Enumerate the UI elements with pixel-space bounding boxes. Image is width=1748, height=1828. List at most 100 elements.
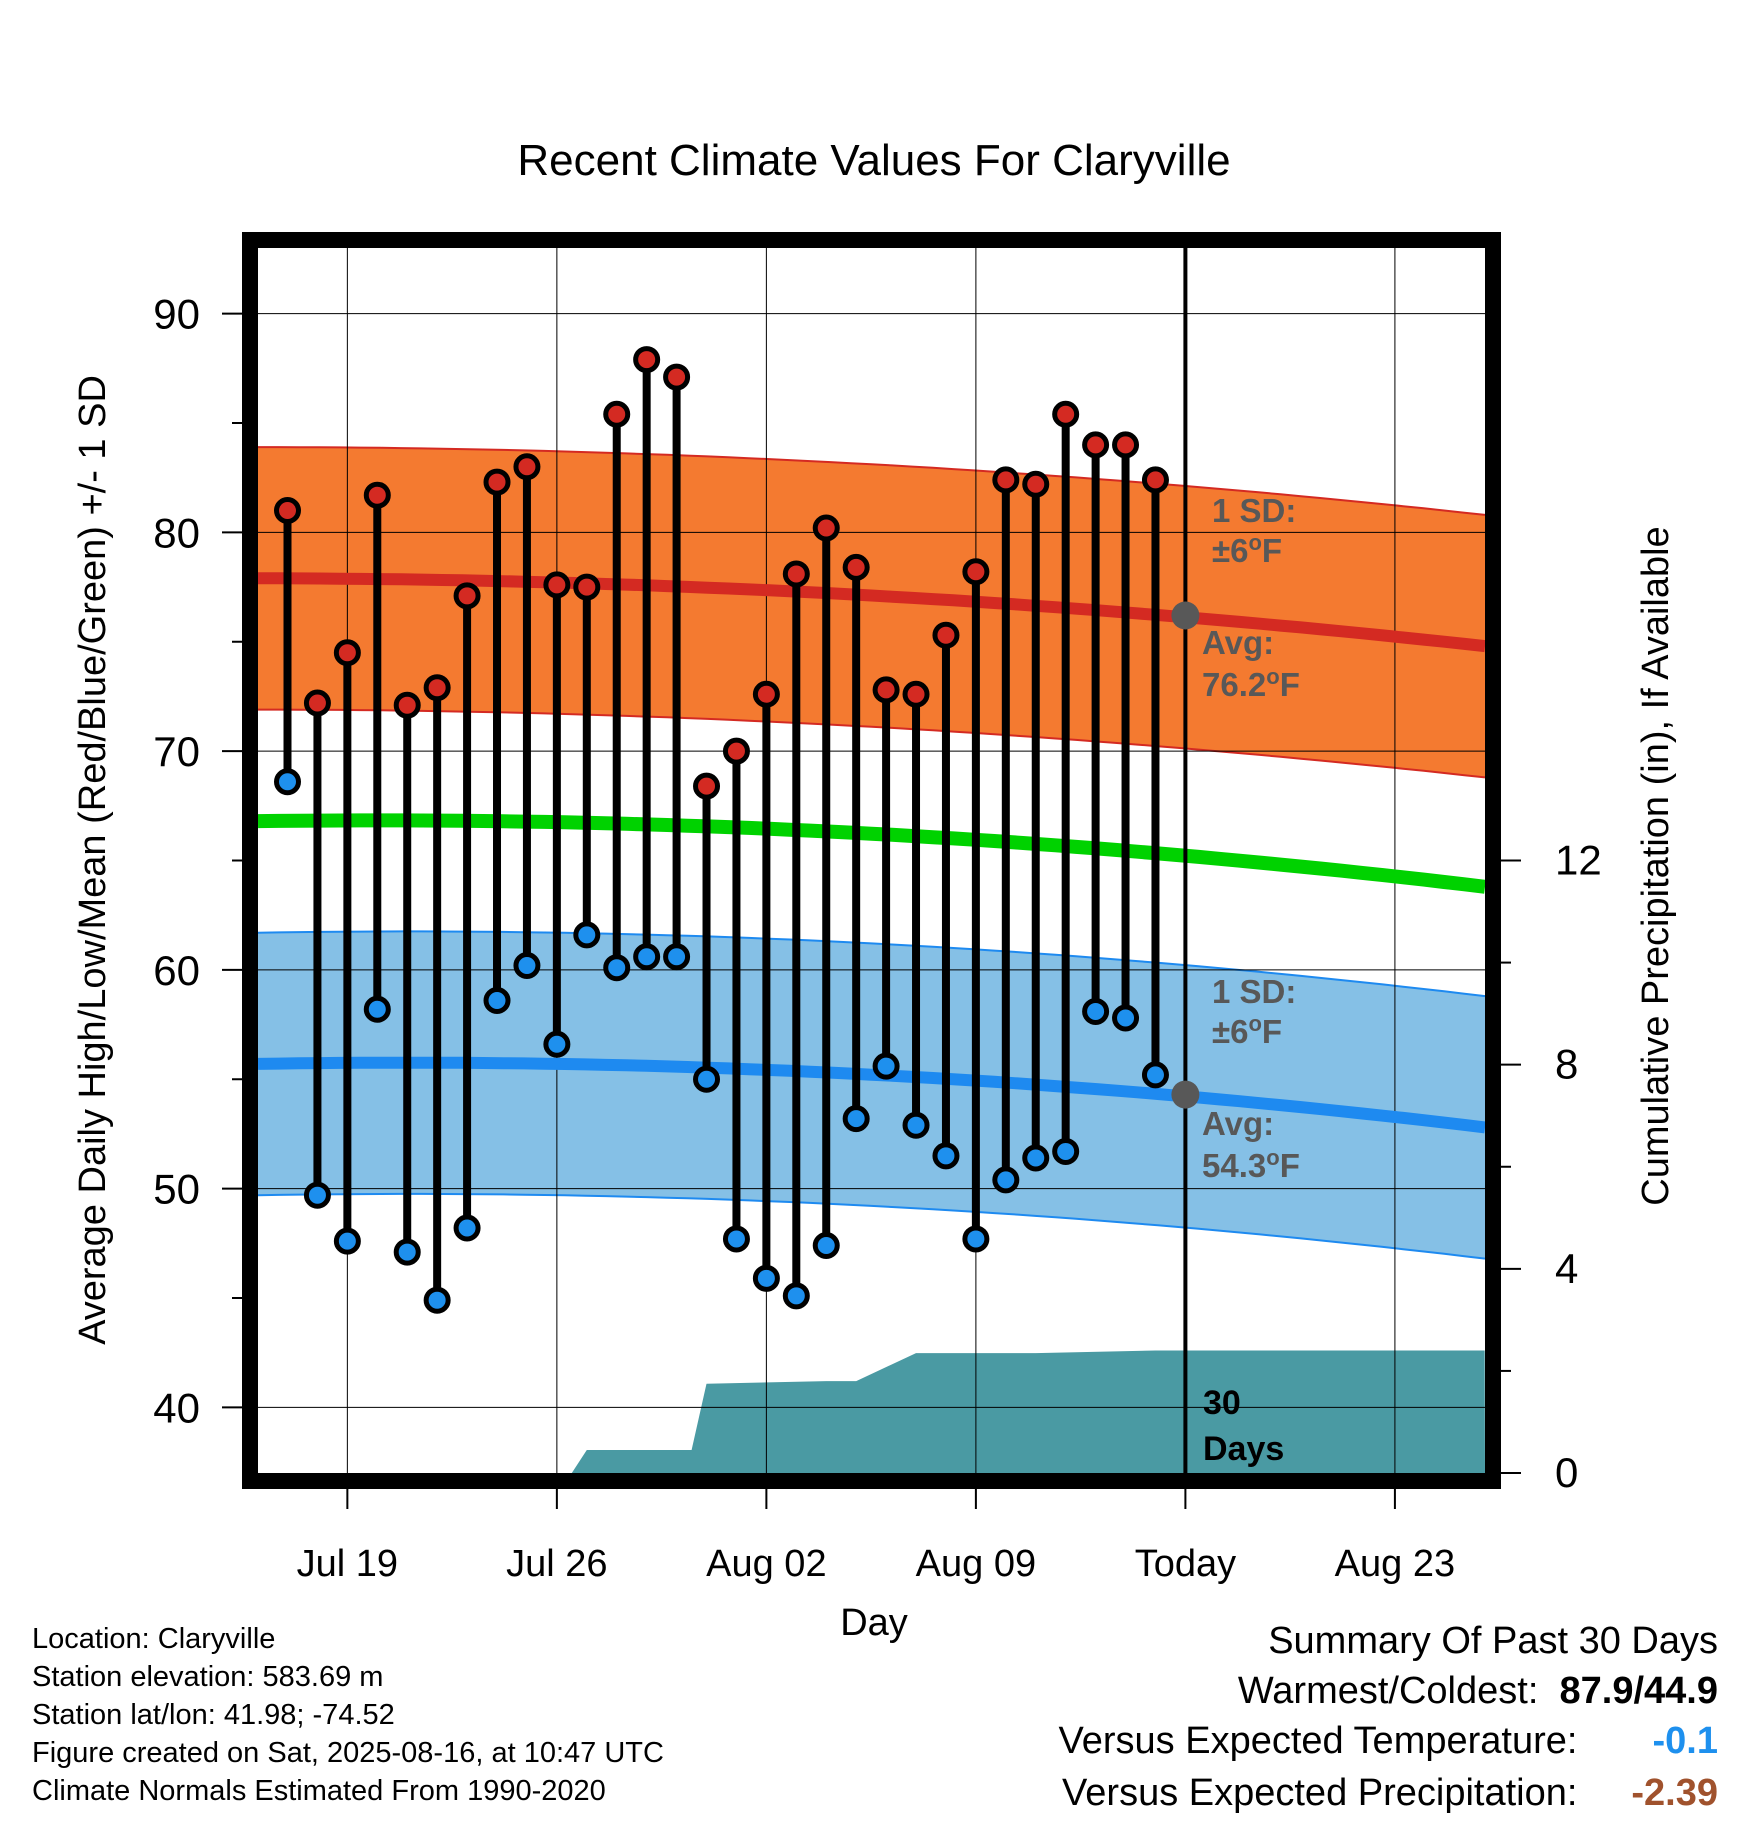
daily-high-point-28 (1112, 431, 1140, 459)
daily-low-point-24 (992, 1166, 1020, 1194)
daily-low-point-21 (902, 1111, 930, 1139)
daily-high-point-10 (573, 573, 601, 601)
daily-low-point-13 (663, 943, 691, 971)
y-tick-label-50: 50 (153, 1166, 200, 1213)
low-avg-value: 54.3oF (1202, 1145, 1300, 1184)
daily-low-point-14 (693, 1065, 721, 1093)
y2-tick-label-12: 12 (1555, 837, 1602, 884)
x-tick-label-3: Aug 09 (916, 1543, 1036, 1585)
today-avg-low-marker (1171, 1080, 1200, 1109)
daily-low-point-23 (962, 1225, 990, 1253)
daily-low-point-5 (423, 1286, 451, 1314)
summary-temp-value: -0.1 (1652, 1720, 1718, 1762)
y2-tick-label-8: 8 (1555, 1041, 1578, 1088)
daily-high-point-11 (603, 400, 631, 428)
daily-low-point-8 (513, 952, 541, 979)
daily-high-point-18 (812, 514, 840, 542)
summary-precip: Versus Expected Precipitation: -2.39 (1062, 1772, 1718, 1815)
y-tick-label-60: 60 (153, 947, 200, 994)
daily-low-point-29 (1141, 1061, 1169, 1089)
daily-low-point-27 (1082, 997, 1110, 1025)
daily-high-point-14 (693, 772, 721, 800)
location-text: Location: Claryville (32, 1623, 276, 1655)
daily-high-point-17 (782, 560, 810, 588)
cumulative-precip-area (571, 1350, 1485, 1473)
normal-mean-line (257, 813, 1486, 894)
daily-low-point-6 (453, 1214, 481, 1242)
daily-high-point-6 (453, 582, 481, 610)
daily-high-point-1 (303, 689, 331, 717)
daily-high-point-8 (513, 453, 541, 481)
daily-low-point-11 (603, 954, 631, 982)
y-axis-title: Average Daily High/Low/Mean (Red/Blue/Gr… (72, 375, 114, 1345)
daily-high-point-16 (752, 680, 780, 708)
high-avg-value: 76.2oF (1202, 664, 1300, 703)
summary-temp: Versus Expected Temperature: -0.1 (1059, 1720, 1718, 1763)
y-tick-label-80: 80 (153, 509, 200, 556)
daily-low-point-15 (722, 1225, 750, 1253)
daily-low-point-26 (1052, 1137, 1080, 1165)
daily-high-point-20 (872, 676, 900, 704)
daily-low-point-2 (333, 1227, 361, 1255)
y-tick-label-40: 40 (153, 1384, 200, 1431)
daily-high-point-13 (663, 363, 691, 391)
y2-tick-label-4: 4 (1555, 1245, 1578, 1292)
daily-low-point-22 (932, 1142, 960, 1170)
daily-high-point-21 (902, 680, 930, 708)
y-tick-label-90: 90 (153, 291, 200, 338)
low-sd-lower-line (257, 1192, 1486, 1260)
created-text: Figure created on Sat, 2025-08-16, at 10… (32, 1737, 664, 1769)
daily-low-point-4 (393, 1238, 421, 1266)
x-tick-label-4: Today (1135, 1543, 1236, 1585)
summary-warmest-label: Warmest/Coldest: (1237, 1670, 1539, 1712)
daily-low-point-18 (812, 1232, 840, 1259)
high-sd-lower-line (258, 708, 1486, 779)
daily-low-point-10 (573, 921, 601, 949)
daily-high-point-19 (842, 553, 870, 581)
daily-low-point-3 (363, 995, 391, 1023)
daily-high-point-27 (1082, 431, 1110, 459)
summary-title: Summary Of Past 30 Days (1268, 1620, 1718, 1662)
daily-low-point-12 (633, 943, 661, 971)
daily-high-point-4 (393, 691, 421, 719)
daily-low-point-1 (303, 1181, 331, 1209)
x-axis-title: Day (840, 1602, 908, 1644)
today-avg-high-marker (1171, 601, 1200, 630)
low-avg-label: Avg: (1202, 1105, 1274, 1142)
daily-high-point-26 (1052, 400, 1080, 428)
days-label-number: 30 (1203, 1384, 1241, 1422)
high-avg-label: Avg: (1202, 624, 1274, 661)
chart-title: Recent Climate Values For Claryville (517, 136, 1230, 185)
low-sd-label: 1 SD: (1212, 973, 1296, 1010)
normal-high-line (258, 572, 1486, 653)
daily-low-point-25 (1022, 1144, 1050, 1172)
daily-high-point-3 (363, 481, 391, 509)
daily-high-point-7 (483, 468, 511, 496)
summary-warmest: Warmest/Coldest: 87.9/44.9 (1238, 1670, 1718, 1713)
plot-frame (242, 232, 1501, 1489)
summary-temp-label: Versus Expected Temperature: (1058, 1720, 1578, 1762)
x-tick-label-0: Jul 19 (297, 1543, 398, 1585)
y2-tick-label-0: 0 (1555, 1449, 1578, 1496)
daily-low-point-9 (543, 1030, 571, 1058)
daily-low-point-16 (752, 1264, 780, 1292)
y-tick-label-70: 70 (153, 728, 200, 775)
summary-precip-value: -2.39 (1631, 1772, 1718, 1814)
low-sd-band (258, 931, 1485, 1259)
daily-low-point-28 (1112, 1004, 1140, 1032)
x-tick-label-5: Aug 23 (1335, 1543, 1455, 1585)
normal-low-line (257, 1056, 1486, 1134)
daily-low-point-19 (842, 1105, 870, 1133)
x-tick-label-1: Jul 26 (506, 1543, 607, 1585)
y2-axis-title: Cumulative Precipitation (in), If Availa… (1635, 526, 1677, 1205)
daily-high-point-12 (633, 346, 661, 374)
daily-high-point-0 (274, 497, 301, 524)
high-sd-upper-line (258, 446, 1486, 516)
daily-high-point-2 (333, 639, 361, 667)
daily-high-point-22 (932, 621, 960, 649)
daily-high-point-15 (722, 737, 750, 765)
daily-high-point-23 (962, 558, 990, 586)
high-sd-value: ±6oF (1212, 530, 1282, 569)
summary-warmest-value: 87.9/44.9 (1559, 1670, 1718, 1712)
